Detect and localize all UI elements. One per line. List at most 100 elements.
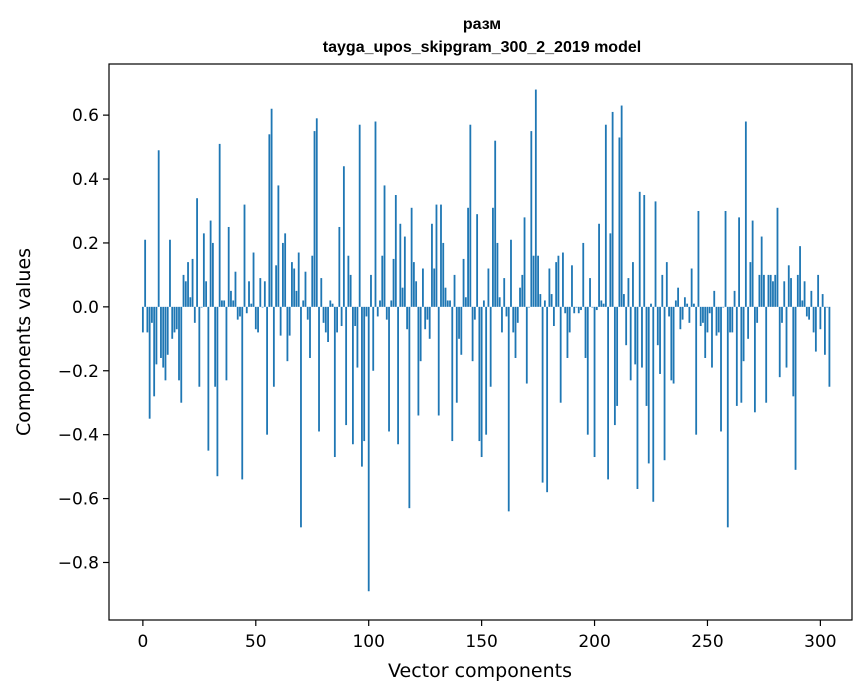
bar-142	[462, 258, 465, 307]
bar-212	[620, 105, 623, 307]
bar-74	[309, 306, 311, 358]
bar-297	[812, 306, 815, 333]
bar-68	[295, 290, 298, 307]
bar-173	[532, 255, 535, 307]
bar-15	[175, 306, 178, 330]
bar-69	[297, 252, 300, 307]
bar-225	[650, 303, 652, 307]
bar-51	[257, 306, 259, 333]
bar-258	[724, 210, 727, 307]
y-tick-label: 0.6	[72, 106, 99, 126]
bar-135	[446, 300, 449, 307]
bar-29	[207, 306, 210, 451]
x-axis: 0 50 100 150 200 250 300	[137, 620, 837, 652]
y-tick-label: −0.8	[58, 553, 99, 573]
bar-90	[345, 306, 348, 426]
bar-234	[670, 306, 673, 381]
bar-233	[668, 306, 670, 317]
bar-56	[268, 134, 271, 307]
bar-241	[686, 303, 689, 307]
bar-3	[148, 306, 151, 419]
x-tick-label: 0	[137, 632, 148, 652]
bar-66	[291, 262, 293, 307]
bar-92	[349, 274, 352, 307]
bar-193	[577, 306, 580, 314]
bar-55	[266, 306, 268, 435]
bar-80	[322, 306, 325, 323]
y-tick-label: 0.0	[72, 298, 99, 318]
bar-81	[324, 306, 327, 333]
y-axis-label: Components values	[13, 248, 35, 436]
bar-153	[487, 268, 490, 307]
bar-159	[501, 306, 503, 333]
bar-109	[388, 306, 390, 432]
bar-9	[162, 306, 165, 368]
bar-250	[706, 306, 709, 333]
bar-160	[503, 278, 506, 307]
bar-207	[609, 233, 612, 307]
bar-144	[467, 207, 469, 307]
bar-19	[184, 281, 187, 307]
bar-243	[690, 268, 693, 307]
bar-36	[223, 300, 226, 307]
bar-94	[354, 306, 357, 327]
bar-293	[803, 281, 806, 307]
bar-115	[401, 287, 404, 307]
bar-187	[564, 306, 567, 314]
bar-286	[787, 265, 790, 307]
bar-112	[394, 195, 397, 307]
bar-98	[363, 306, 366, 442]
bar-302	[824, 306, 826, 355]
bar-265	[740, 306, 743, 403]
bar-202	[598, 223, 600, 307]
bar-298	[814, 306, 817, 352]
bar-124	[422, 268, 424, 307]
bar-198	[589, 278, 591, 307]
bar-228	[656, 306, 659, 346]
bar-40	[232, 300, 235, 307]
bar-86	[336, 306, 338, 333]
bar-65	[288, 306, 291, 336]
bar-166	[516, 306, 519, 323]
bar-133	[442, 242, 445, 307]
bar-252	[711, 306, 713, 368]
bar-168	[521, 274, 524, 307]
bar-177	[541, 306, 544, 483]
bar-261	[731, 306, 734, 333]
bar-240	[683, 297, 686, 307]
bar-275	[763, 274, 765, 307]
bar-54	[263, 281, 266, 307]
bar-221	[641, 306, 643, 368]
bar-13	[171, 306, 174, 339]
bar-71	[302, 300, 305, 307]
bar-281	[776, 207, 779, 307]
bar-206	[607, 306, 609, 480]
bar-264	[738, 217, 740, 307]
bar-145	[469, 124, 472, 307]
bar-121	[415, 281, 418, 307]
bar-266	[742, 306, 745, 362]
bar-123	[419, 306, 422, 362]
bar-176	[539, 294, 542, 307]
bar-151	[482, 300, 485, 307]
bar-48	[250, 303, 253, 307]
bar-205	[604, 124, 607, 307]
bar-62	[281, 242, 284, 307]
bar-170	[525, 306, 528, 384]
y-tick-label: −0.4	[58, 426, 99, 446]
bar-214	[625, 306, 628, 346]
bar-11	[166, 306, 169, 355]
y-tick-label: −0.6	[58, 490, 99, 510]
bar-139	[455, 306, 458, 403]
bar-290	[796, 274, 799, 307]
bar-17	[180, 306, 183, 403]
bar-16	[178, 306, 180, 381]
bar-268	[747, 306, 750, 339]
bar-279	[772, 281, 774, 307]
bar-148	[476, 214, 479, 307]
bar-60	[277, 185, 280, 307]
bar-46	[245, 306, 248, 314]
bar-70	[300, 306, 302, 528]
bar-182	[552, 306, 555, 327]
bar-285	[785, 306, 788, 368]
